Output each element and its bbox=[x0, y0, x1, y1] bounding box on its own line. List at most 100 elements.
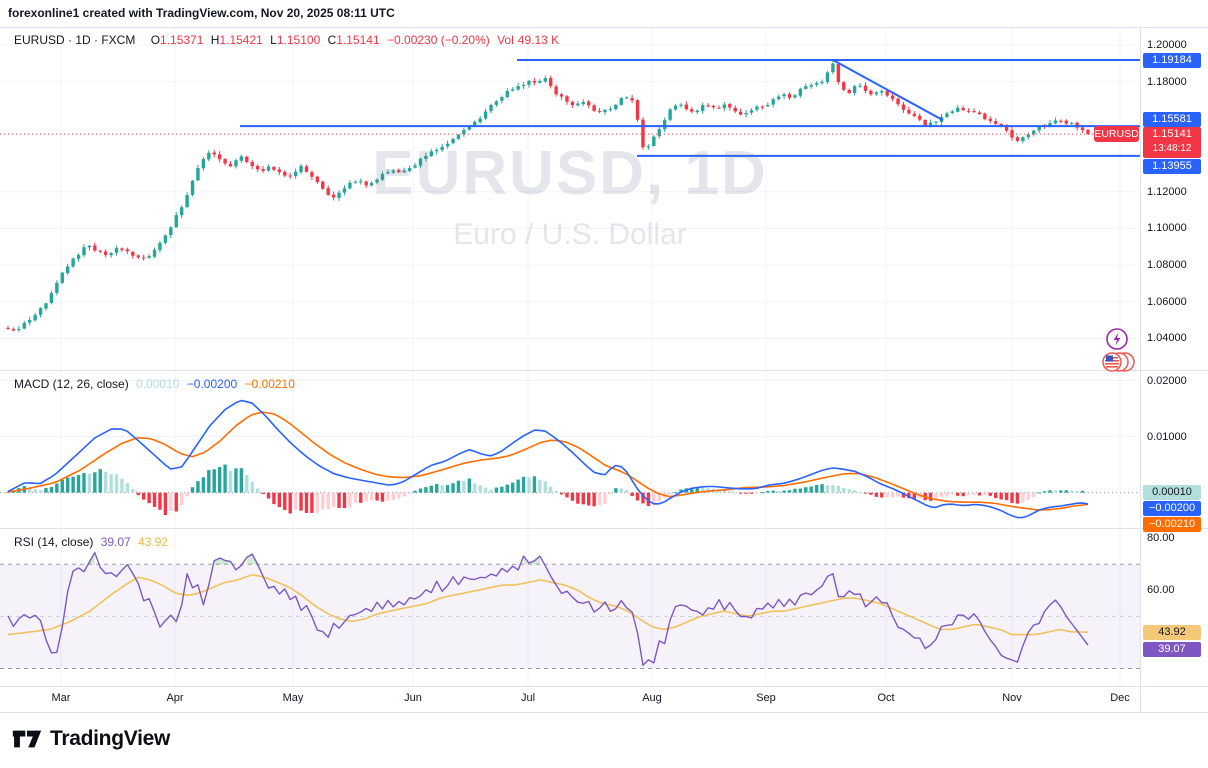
open-value: 1.15371 bbox=[160, 33, 204, 47]
candle-body bbox=[1070, 123, 1074, 125]
macd-histogram-bar bbox=[776, 490, 781, 493]
candle-body bbox=[619, 98, 623, 105]
macd-pane[interactable] bbox=[0, 371, 1140, 528]
candle-body bbox=[207, 152, 211, 160]
macd-histogram-bar bbox=[1042, 491, 1047, 493]
candle-body bbox=[212, 152, 216, 155]
macd-histogram-bar bbox=[445, 485, 450, 493]
candle-body bbox=[565, 96, 569, 102]
macd-histogram-bar bbox=[326, 492, 330, 510]
candle-body bbox=[890, 95, 895, 99]
macd-histogram-bar bbox=[896, 492, 900, 497]
time-axis[interactable]: Mar Apr May Jun Jul Aug Sep Oct Nov Dec bbox=[0, 686, 1140, 712]
candle-body bbox=[576, 103, 580, 106]
macd-histogram-bar bbox=[814, 484, 819, 493]
macd-histogram-bar bbox=[359, 492, 363, 503]
macd-histogram-bar bbox=[71, 476, 75, 493]
macd-histogram-bar bbox=[348, 492, 352, 508]
candle-body bbox=[999, 123, 1003, 127]
macd-histogram-bar bbox=[749, 492, 754, 494]
candle-body bbox=[776, 96, 781, 100]
macd-histogram-bar bbox=[809, 486, 813, 493]
macd-histogram-bar bbox=[169, 492, 173, 511]
macd-histogram-bar bbox=[657, 492, 661, 502]
candle-body bbox=[842, 82, 846, 90]
macd-histogram-bar bbox=[538, 479, 542, 493]
candle-body bbox=[896, 98, 900, 105]
candle-body bbox=[60, 272, 64, 283]
price-tick-label: 1.18000 bbox=[1147, 75, 1187, 88]
macd-histogram-bar bbox=[695, 487, 699, 493]
candle-body bbox=[858, 85, 862, 87]
macd-histogram-bar bbox=[310, 492, 314, 513]
macd-legend[interactable]: MACD (12, 26, close) 0.00010 −0.00200 −0… bbox=[14, 377, 299, 391]
macd-histogram-bar bbox=[478, 485, 482, 493]
rsi-pane[interactable] bbox=[0, 529, 1140, 686]
candle-body bbox=[538, 81, 542, 83]
candle-body bbox=[825, 72, 830, 82]
rsi-overbought-fill bbox=[214, 558, 231, 565]
level-price-badge: 1.15581 bbox=[1143, 111, 1201, 127]
macd-histogram-bar bbox=[397, 492, 401, 499]
candle-body bbox=[738, 111, 743, 115]
rsi-ma-value: 43.92 bbox=[138, 535, 169, 549]
macd-histogram-bar bbox=[804, 487, 808, 493]
candle-body bbox=[961, 107, 965, 111]
trendline[interactable] bbox=[832, 59, 944, 122]
macd-histogram-bar bbox=[163, 492, 168, 515]
economic-events-icon[interactable] bbox=[1106, 328, 1128, 350]
candle-body bbox=[874, 92, 879, 95]
macd-histogram-bar bbox=[988, 492, 993, 496]
macd-histogram-bar bbox=[28, 488, 32, 493]
low-value: 1.15100 bbox=[276, 33, 321, 47]
candle-body bbox=[288, 175, 292, 177]
candle-body bbox=[722, 104, 727, 109]
candle-body bbox=[386, 172, 390, 174]
rsi-ma-line bbox=[7, 573, 1089, 636]
tradingview-logo[interactable]: TradingView bbox=[12, 726, 170, 752]
candle-body bbox=[445, 143, 450, 147]
macd-histogram-bar bbox=[261, 492, 265, 495]
macd-histogram-bar bbox=[380, 492, 385, 502]
price-axis[interactable]: 1.20000 1.18000 1.12000 1.10000 1.08000 1.060… bbox=[1141, 28, 1208, 712]
candle-body bbox=[1004, 125, 1009, 131]
candle-body bbox=[174, 215, 178, 228]
candle-body bbox=[635, 100, 640, 120]
candle-body bbox=[299, 165, 303, 173]
macd-signal-badge: −0.00210 bbox=[1143, 516, 1201, 532]
candle-body bbox=[250, 161, 254, 166]
macd-histogram-bar bbox=[321, 492, 325, 510]
macd-histogram-bar bbox=[679, 489, 683, 493]
macd-histogram-bar bbox=[782, 490, 786, 493]
month-label: Apr bbox=[166, 692, 184, 704]
candle-body bbox=[1064, 120, 1068, 124]
candle-body bbox=[429, 151, 434, 156]
candle-body bbox=[695, 110, 699, 113]
macd-histogram-bar bbox=[315, 492, 320, 513]
symbol-legend[interactable]: EURUSD · 1D · FXCM O1.15371 H1.15421 L1.… bbox=[14, 33, 563, 47]
candle-body bbox=[733, 107, 737, 112]
price-pane[interactable] bbox=[0, 28, 1140, 370]
tradingview-logo-text: TradingView bbox=[50, 727, 171, 750]
macd-histogram-bar bbox=[179, 492, 184, 506]
candle-body bbox=[505, 91, 509, 98]
candle-body bbox=[543, 78, 547, 82]
us-flag-stack-icon[interactable] bbox=[1102, 352, 1135, 372]
macd-tick-label: 0.01000 bbox=[1147, 430, 1187, 443]
macd-histogram-bar bbox=[1037, 492, 1041, 494]
macd-histogram-bar bbox=[196, 481, 200, 493]
macd-histogram-bar bbox=[787, 490, 792, 493]
candle-body bbox=[662, 120, 667, 130]
macd-histogram-bar bbox=[114, 474, 119, 493]
rsi-legend[interactable]: RSI (14, close) 39.07 43.92 bbox=[14, 535, 172, 549]
macd-histogram-bar bbox=[852, 490, 857, 493]
month-label: May bbox=[282, 692, 304, 704]
macd-histogram-bar bbox=[250, 481, 254, 493]
candle-body bbox=[587, 101, 591, 106]
macd-histogram-bar bbox=[435, 483, 439, 493]
macd-histogram-bar bbox=[527, 477, 531, 493]
candle-body bbox=[315, 176, 320, 183]
candle-body bbox=[597, 111, 602, 113]
macd-histogram-bar bbox=[234, 468, 238, 493]
candle-body bbox=[983, 113, 987, 120]
